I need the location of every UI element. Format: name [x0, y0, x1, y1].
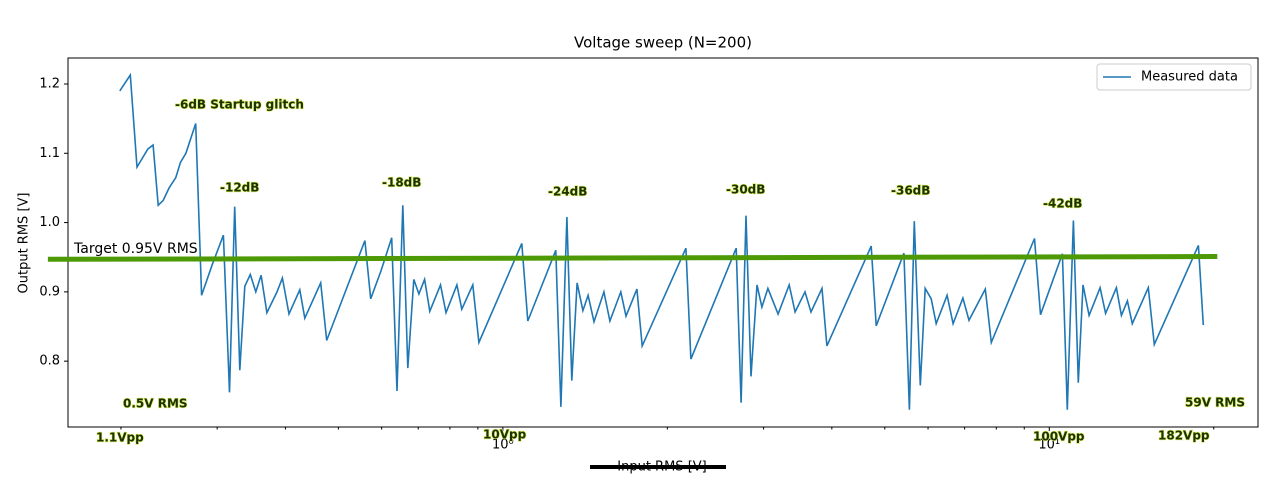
- annotation: -24dB: [548, 185, 587, 199]
- chart-title: Voltage sweep (N=200): [574, 34, 752, 52]
- target-label: Target 0.95V RMS: [73, 241, 198, 257]
- legend-box: [1096, 63, 1252, 91]
- annotation: 1.1Vpp: [96, 431, 144, 445]
- annotation: 100Vpp: [1033, 430, 1085, 444]
- y-tick-label: 0.8: [39, 354, 60, 369]
- annotation: -12dB: [220, 181, 259, 195]
- y-tick-label: 0.9: [39, 284, 60, 299]
- y-tick-label: 1.2: [39, 76, 60, 91]
- annotation: 182Vpp: [1158, 429, 1210, 443]
- annotation: -42dB: [1043, 197, 1082, 211]
- x-tick-label: 10⁰: [492, 438, 514, 453]
- y-tick-label: 1.1: [39, 146, 60, 161]
- annotation: -6dB Startup glitch: [175, 98, 304, 112]
- annotation: -30dB: [726, 183, 765, 197]
- axes-frame: [67, 57, 1259, 428]
- annotation: 0.5V RMS: [123, 397, 188, 411]
- target-line: [47, 254, 1218, 262]
- annotation: -18dB: [382, 176, 421, 190]
- data-line: [119, 72, 1205, 410]
- annotation: 59V RMS: [1185, 396, 1245, 410]
- y-tick-label: 1.0: [39, 215, 60, 230]
- legend-label: Measured data: [1141, 70, 1238, 85]
- annotation: -36dB: [891, 184, 930, 198]
- y-axis-label: Output RMS [V]: [17, 193, 32, 294]
- annotation: 10Vpp: [483, 428, 527, 442]
- x-tick-label: 10¹: [1038, 438, 1060, 453]
